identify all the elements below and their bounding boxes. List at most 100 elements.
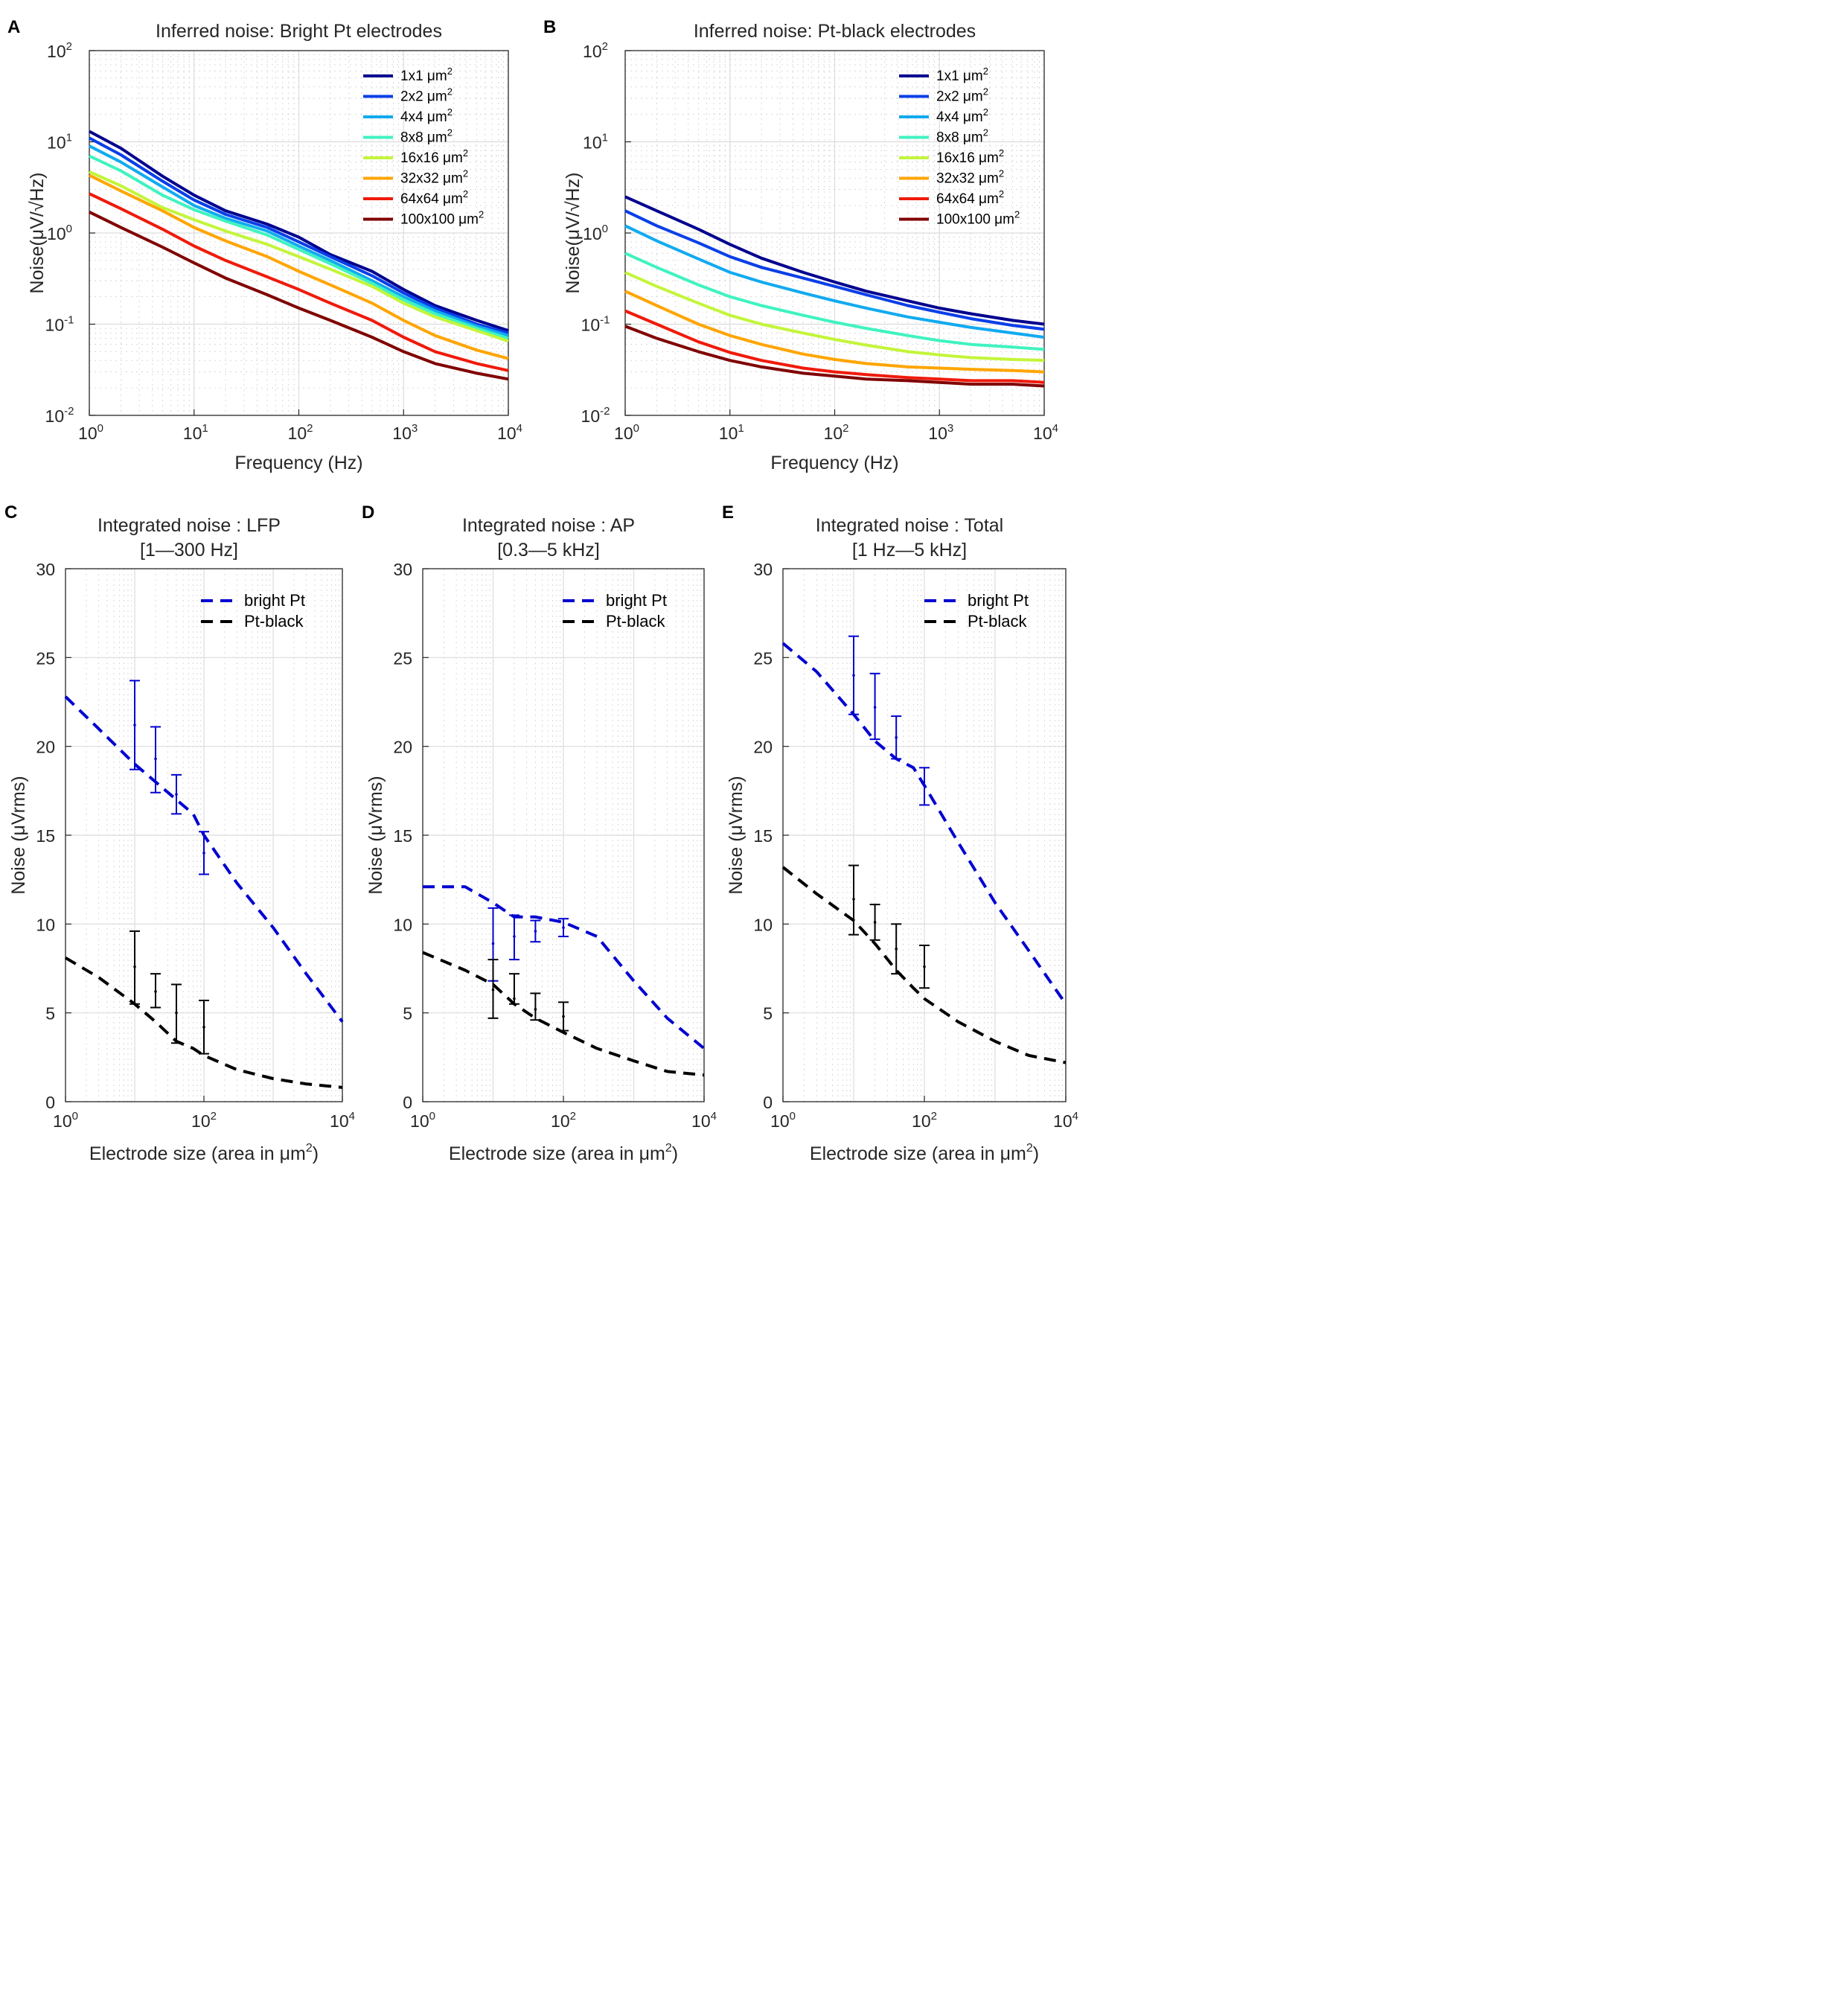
panel-title-line2: [1—300 Hz] [140, 540, 238, 561]
x-axis-label-part: Electrode size (area in μm [89, 1143, 306, 1164]
y-tick-label-base: 10 [581, 406, 601, 426]
series-line-32x32 [89, 173, 509, 360]
x-tick-label: 104 [1053, 1110, 1078, 1131]
legend-unit-sup: 2 [1014, 209, 1020, 220]
legend-size: 2x2 [400, 89, 423, 105]
y-tick-label: 15 [393, 826, 412, 846]
y-tick-label-exp: -2 [600, 405, 610, 418]
y-tick-label: 15 [753, 826, 773, 846]
legend-entry: 1x1 μm2 [936, 66, 988, 84]
y-tick-label: 0 [403, 1093, 412, 1112]
legend-unit-sup: 2 [447, 66, 453, 77]
y-tick-label-exp: 0 [66, 223, 72, 235]
x-tick-label: 104 [330, 1110, 355, 1131]
y-tick-label-exp: -1 [64, 314, 74, 327]
y-tick-label-base: 10 [583, 133, 602, 153]
errorbar-mean [202, 1025, 205, 1029]
legend-unit-sup: 2 [447, 86, 453, 98]
x-tick-label-exp: 2 [931, 1110, 937, 1123]
x-tick-label-base: 10 [183, 424, 202, 443]
y-tick-label: 102 [583, 40, 608, 61]
errorbar-mean [873, 921, 877, 924]
legend-size: 8x8 [400, 130, 423, 146]
legend-unit-sup: 2 [999, 188, 1004, 199]
y-tick-label: 100 [583, 223, 608, 243]
legend-size: 64x64 [400, 191, 439, 207]
x-tick-label: 102 [912, 1110, 937, 1131]
series-line-16x16 [89, 170, 509, 343]
y-tick-label: 10-1 [581, 314, 610, 335]
y-tick-label-base: 10 [45, 406, 65, 426]
legend-unit: μm [991, 212, 1014, 228]
x-tick-label-base: 10 [1053, 1111, 1072, 1131]
y-tick-label: 10 [393, 915, 412, 934]
x-axis-label-part: ) [672, 1143, 678, 1164]
x-axis-label: Frequency (Hz) [770, 453, 898, 473]
legend-entry: 4x4 μm2 [936, 106, 988, 125]
x-tick-label: 101 [719, 422, 744, 443]
legend-entry: 4x4 μm2 [400, 106, 453, 125]
x-tick-label-exp: 0 [429, 1110, 435, 1123]
y-tick-label: 25 [36, 648, 55, 668]
legend-size: 1x1 [400, 68, 423, 84]
errorbar-mean [154, 757, 157, 761]
x-axis-label-part: Electrode size (area in μm [449, 1143, 665, 1164]
errorbar-mean [852, 898, 855, 901]
legend-size: 2x2 [936, 89, 959, 105]
y-tick-label-exp: 2 [66, 40, 72, 53]
x-tick-label-exp: 4 [1052, 422, 1058, 435]
series-line-32x32 [624, 290, 1045, 374]
bright-pt-line [781, 642, 1067, 1005]
panel-title-line1: Integrated noise : AP [462, 515, 635, 536]
legend-size: 100x100 [400, 212, 455, 228]
y-tick-label: 25 [393, 648, 412, 668]
legend-unit: μm [959, 89, 983, 105]
x-tick-label-exp: 2 [843, 422, 848, 435]
y-tick-label: 101 [47, 132, 72, 153]
legend-size: 32x32 [400, 171, 439, 187]
x-tick-label-base: 10 [928, 424, 947, 443]
legend-unit: μm [423, 130, 447, 146]
y-tick-label: 30 [393, 560, 412, 579]
errorbar-mean [133, 965, 136, 968]
y-tick-label-base: 10 [47, 42, 66, 61]
x-tick-label: 104 [691, 1110, 717, 1131]
legend: bright Pt Pt-black [563, 591, 667, 631]
x-tick-label: 102 [288, 422, 313, 443]
legend-entry: 100x100 μm2 [936, 209, 1020, 228]
errorbar-mean [133, 724, 136, 727]
errorbar-mean [873, 706, 877, 709]
y-tick-label-exp: 1 [602, 132, 608, 144]
legend-entry: 1x1 μm2 [400, 66, 453, 84]
x-tick-label-base: 10 [53, 1111, 72, 1131]
x-tick-label-base: 10 [288, 424, 307, 443]
series-line-2x2 [89, 136, 509, 335]
legend-entry: Pt-black [606, 612, 665, 631]
y-tick-label-base: 10 [47, 224, 66, 243]
legend-entry: 16x16 μm2 [936, 147, 1004, 166]
legend-entry: 64x64 μm2 [936, 188, 1004, 207]
y-tick-label-exp: -1 [600, 314, 610, 327]
y-tick-label: 30 [753, 560, 773, 579]
x-axis-label-part: Electrode size (area in μm [810, 1143, 1026, 1164]
x-tick-label-base: 10 [719, 424, 738, 443]
x-tick-label-exp: 0 [97, 422, 103, 435]
legend-unit-sup: 2 [999, 147, 1004, 159]
y-tick-label: 5 [403, 1004, 412, 1024]
panel-letter: D [362, 502, 374, 523]
x-tick-label: 100 [614, 422, 639, 443]
legend-size: 4x4 [936, 109, 959, 125]
x-tick-label-exp: 3 [412, 422, 418, 435]
x-tick-label-base: 10 [497, 424, 517, 443]
y-tick-label: 10 [36, 915, 55, 934]
legend-unit: μm [959, 109, 983, 125]
y-tick-label-base: 10 [47, 133, 66, 153]
y-tick-label: 100 [47, 223, 72, 243]
series-line-64x64 [624, 309, 1045, 384]
y-tick-label: 20 [753, 738, 773, 757]
y-tick-label-exp: 2 [602, 40, 608, 53]
legend-unit-sup: 2 [447, 127, 453, 138]
panel-e: E Integrated noise : Total [1 Hz—5 kHz] 0 5 1… [722, 502, 1078, 1164]
series-line-16x16 [624, 271, 1045, 363]
x-tick-label-base: 10 [824, 424, 843, 443]
